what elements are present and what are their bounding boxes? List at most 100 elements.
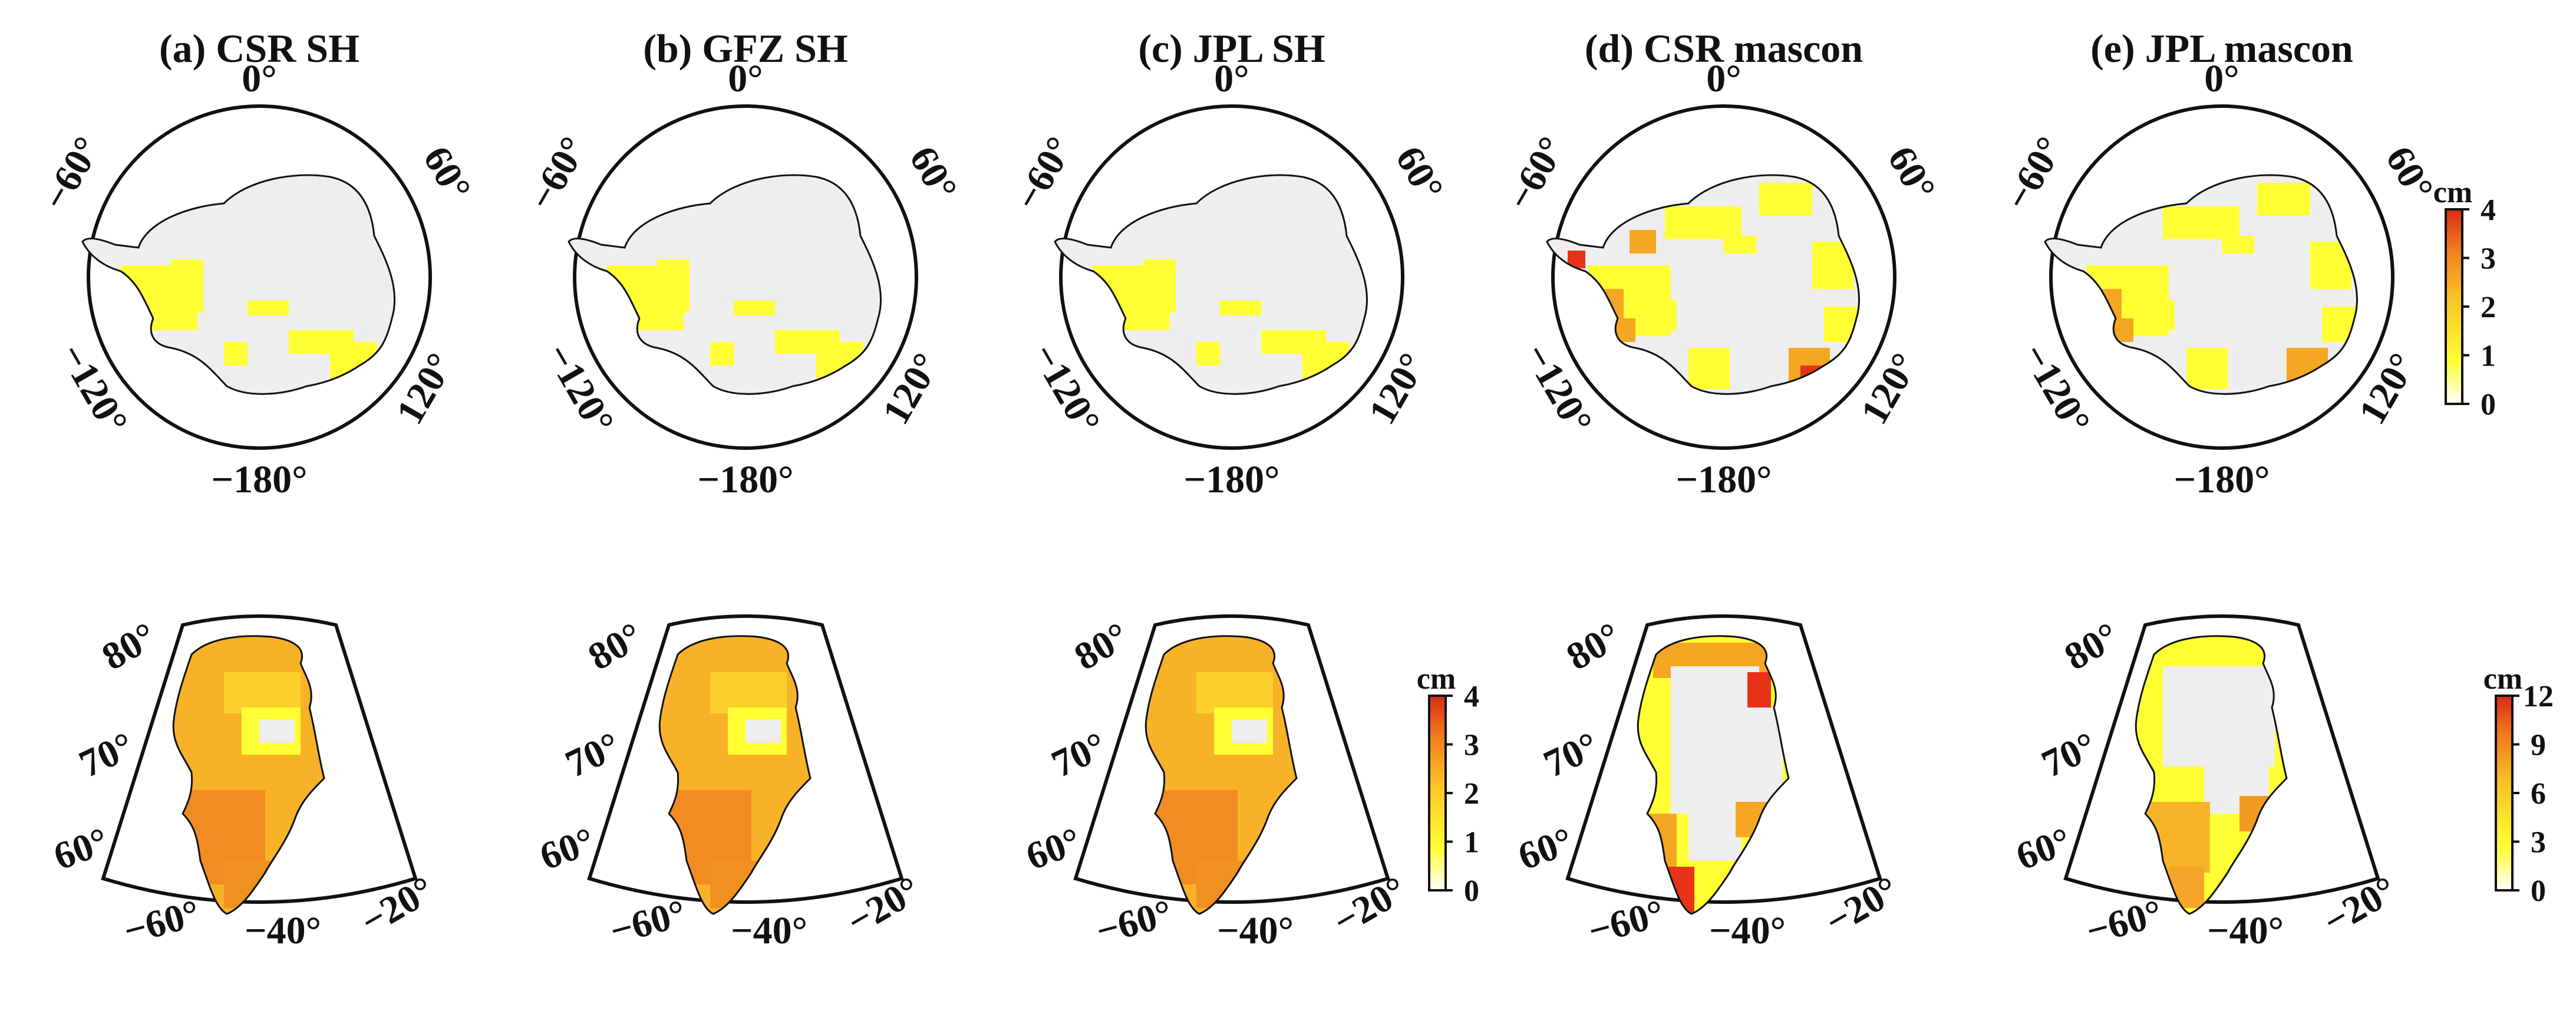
signal-cell (710, 672, 787, 713)
signal-cell (1665, 206, 1741, 239)
label-lat-70: 70° (73, 724, 141, 786)
label-lat-80: 80° (1067, 614, 1136, 679)
signal-cell (710, 342, 734, 366)
antarctica-map: 0°−60° 60°−120° 120°−180° (1996, 57, 2442, 501)
colorbar-tick-label: 3 (2531, 826, 2546, 860)
greenland-map: 80°70°60°−60° −40° −20° (535, 614, 928, 953)
panels-root: (a) CSR SH0°−60° 60°−120° 120°−180°80°70°6… (34, 26, 2442, 953)
label-lat-70: 70° (559, 724, 627, 786)
signal-cell (2186, 348, 2228, 389)
signal-cell (1730, 708, 1783, 802)
colorbar-tick-label: 4 (2481, 193, 2496, 227)
signal-cell (1641, 301, 1677, 330)
label-lat-80: 80° (95, 614, 164, 679)
label-lon-m180: −180° (1675, 458, 1772, 501)
colorbar: cm 0 1 2 3 4 (2433, 176, 2496, 422)
signal-cell (2139, 301, 2175, 330)
colorbar-ramp (2445, 208, 2463, 405)
colorbar-tick-label: 3 (1464, 729, 1479, 762)
colorbar-tick-label: 3 (2481, 242, 2496, 276)
signal-cell (248, 301, 289, 315)
signal-cell (1196, 672, 1273, 713)
panel-2: (b) GFZ SH0°−60° 60°−120° 120°−180°80°70°6… (520, 26, 965, 953)
panel-title: (b) GFZ SH (643, 26, 848, 71)
antarctica-map: 0°−60° 60°−120° 120°−180° (520, 57, 965, 501)
label-lon-m60: −60° (1584, 891, 1668, 953)
signal-cell (1688, 814, 1741, 861)
colorbar-tick-label: 2 (1464, 777, 1479, 811)
antarctica-map: 0°−60° 60°−120° 120°−180° (34, 57, 479, 501)
signal-cell (259, 719, 295, 743)
greenland-map: 80°70°60°−60° −40° −20° (48, 614, 441, 953)
greenland-coastline (1637, 635, 1790, 915)
greenland-coastline (1144, 635, 1298, 915)
colorbar-tick-label: 1 (1464, 826, 1479, 860)
panel-title: (a) CSR SH (159, 26, 359, 71)
label-lon-m60: −60° (119, 891, 204, 953)
colorbar-tick-label: 0 (2531, 874, 2546, 908)
label-lat-80: 80° (2057, 614, 2126, 679)
label-lon-60: 60° (2377, 139, 2442, 208)
signal-cell (1724, 236, 1756, 254)
signal-cell (746, 719, 781, 743)
signal-cell (1688, 348, 1730, 389)
signal-cell (1220, 301, 1261, 315)
label-lon-m60: −60° (1498, 130, 1574, 218)
label-lat-70: 70° (1045, 724, 1113, 786)
label-lon-0: 0° (728, 57, 763, 100)
label-lon-60: 60° (901, 139, 965, 208)
greenland-map: 80°70°60°−60° −40° −20° (2011, 614, 2404, 953)
label-lon-60: 60° (415, 139, 479, 208)
label-lon-m40: −40° (1709, 909, 1786, 952)
antarctica-coastline (81, 174, 396, 395)
label-lon-m60: −60° (520, 130, 595, 218)
signal-cell (224, 672, 301, 713)
label-lon-0: 0° (1214, 57, 1249, 100)
antarctica-map: 0°−60° 60°−120° 120°−180° (1006, 57, 1452, 501)
greenland-map: 80°70°60°−60° −40° −20° (1513, 614, 1906, 953)
colorbar-unit: cm (1417, 662, 1456, 696)
label-lon-m60: −60° (34, 130, 109, 218)
label-lat-80: 80° (1559, 614, 1628, 679)
signal-cell (1630, 230, 1656, 254)
label-lon-m40: −40° (731, 909, 807, 952)
signal-cell (1143, 259, 1176, 312)
signal-cell (2257, 183, 2310, 215)
colorbar-tick-label: 2 (2481, 291, 2496, 324)
colorbar-tick-label: 9 (2531, 729, 2546, 762)
colorbar-tick-label: 12 (2523, 680, 2554, 713)
colorbar: cm 0 1 2 3 4 (1417, 662, 1479, 908)
panel-title: (e) JPL mascon (2090, 26, 2353, 71)
panel-title: (c) JPL SH (1138, 26, 1325, 71)
antarctica-coastline (568, 174, 882, 395)
label-lon-0: 0° (1706, 57, 1741, 100)
antarctica-signal-layer (121, 259, 377, 383)
signal-cell (2163, 206, 2239, 239)
label-lon-m40: −40° (1217, 909, 1294, 952)
antarctica-map: 0°−60° 60°−120° 120°−180° (1498, 57, 1944, 501)
colorbar-ramp (1428, 695, 1447, 891)
colorbar-tick-label: 0 (2481, 388, 2496, 422)
colorbar-unit: cm (2433, 176, 2472, 209)
greenland-coastline (172, 635, 325, 915)
greenland-map: 80°70°60°−60° −40° −20° (1021, 614, 1414, 953)
signal-cell (2222, 236, 2254, 254)
label-lon-60: 60° (1879, 139, 1944, 208)
colorbar-tick-label: 6 (2531, 777, 2546, 811)
colorbar-tick-label: 1 (2481, 340, 2496, 373)
colorbar-ramp (2495, 695, 2514, 891)
label-lon-m60: −60° (2082, 891, 2166, 953)
greenland-signal-layer (663, 672, 787, 908)
greenland-coastline (2135, 635, 2288, 915)
label-lon-m40: −40° (245, 909, 321, 952)
label-lon-m180: −180° (2173, 458, 2270, 501)
signal-cell (171, 259, 203, 312)
label-lon-m60: −60° (1996, 130, 2072, 218)
label-lon-0: 0° (2204, 57, 2239, 100)
label-lon-0: 0° (242, 57, 276, 100)
label-lon-m60: −60° (1091, 891, 1176, 953)
label-lon-60: 60° (1387, 139, 1452, 208)
colorbar: cm 0 3 6 9 12 (2483, 662, 2554, 908)
